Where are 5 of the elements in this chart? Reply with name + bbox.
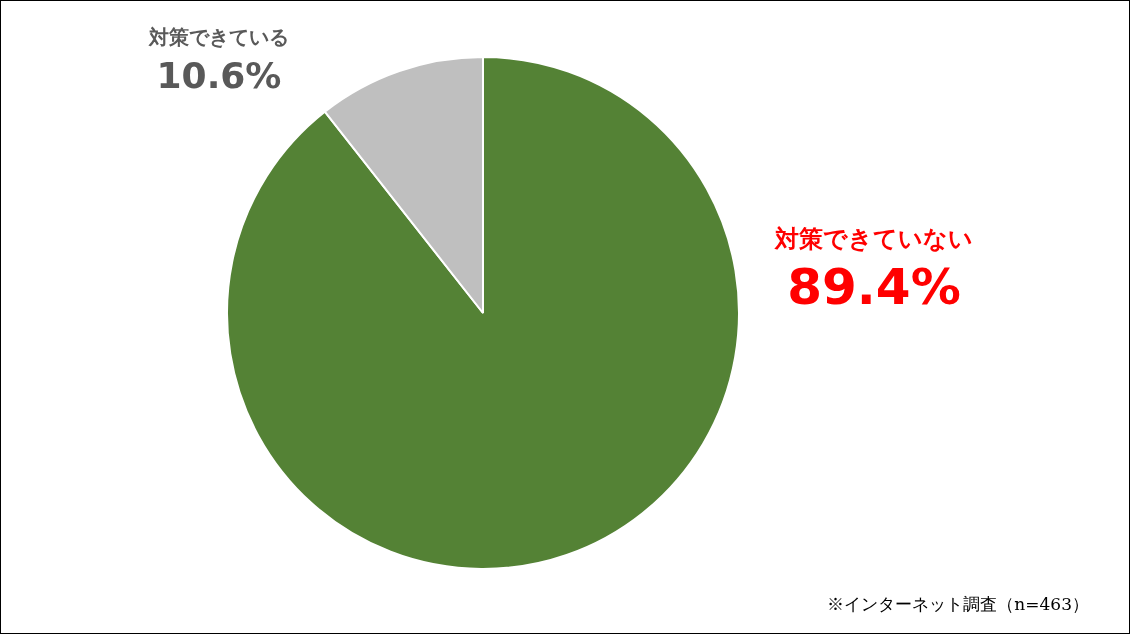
slice-label: 対策できている (148, 25, 289, 50)
data-label: 10.6% (156, 55, 282, 97)
text: ※インターネット調査（n=463） (827, 593, 1089, 616)
data-label: 89.4% (787, 257, 961, 316)
slice-label: 対策できていない (774, 225, 973, 254)
